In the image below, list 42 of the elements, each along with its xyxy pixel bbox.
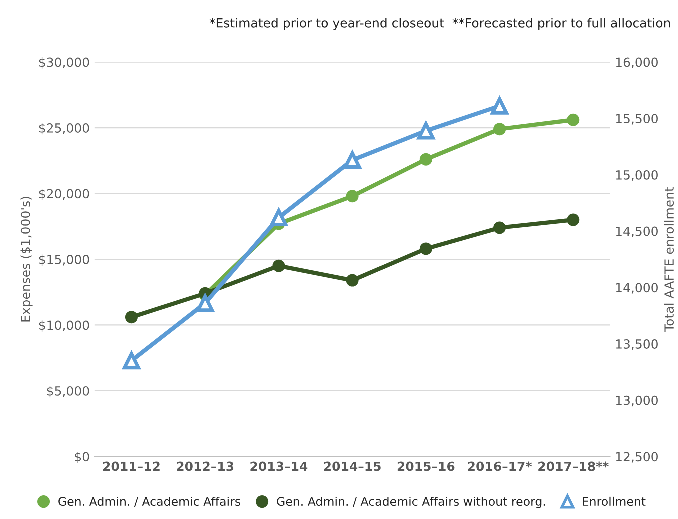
x-tick-label: 2014–15 — [324, 462, 381, 472]
legend-label: Enrollment — [583, 496, 646, 506]
point — [346, 190, 359, 203]
y-tick-label: $20,000 — [39, 189, 90, 200]
point — [420, 153, 432, 166]
point — [420, 242, 432, 256]
point — [125, 311, 138, 324]
point — [272, 260, 286, 272]
point — [567, 114, 580, 126]
point — [344, 152, 362, 170]
text: *Estimated prior to year-end closeout **Forecasted prior to full allocation — [210, 18, 670, 30]
y2-tick-label: 15,500 — [616, 114, 658, 125]
y-tick-label: $0 — [75, 452, 90, 464]
point — [196, 294, 214, 312]
x-tick-label: 2011–12 — [103, 462, 160, 472]
y2-tick-label: 13,000 — [616, 396, 658, 407]
point — [494, 123, 506, 136]
y2-tick-label: 14,000 — [616, 283, 658, 294]
y2-tick-label: 12,500 — [616, 452, 658, 463]
x-tick-label: 2017–18** — [538, 462, 609, 472]
point — [567, 214, 580, 226]
y-tick-label: $5,000 — [47, 386, 90, 398]
legend-label: Gen. Admin. / Academic Affairs — [58, 496, 240, 508]
x-tick-label: 2012–13 — [177, 462, 234, 472]
y-axis-title: Expenses ($1,000's) — [20, 197, 33, 322]
x-tick-label: 2016–17* — [468, 462, 532, 472]
y2-tick-label: 14,500 — [616, 226, 658, 238]
point — [123, 352, 140, 370]
y-tick-label: $15,000 — [39, 254, 90, 266]
y-tick-label: $25,000 — [39, 123, 90, 135]
y-tick-label: $30,000 — [39, 58, 90, 69]
y2-tick-label: 13,500 — [616, 339, 658, 350]
point — [494, 222, 506, 234]
legend-label: Gen. Admin. / Academic Affairs without reorg. — [277, 496, 546, 508]
y2-tick-label: 16,000 — [616, 58, 658, 68]
point — [417, 122, 435, 140]
y2-tick-label: 15,000 — [616, 170, 658, 182]
x-tick-label: 2013–14 — [250, 462, 308, 472]
y-tick-label: $10,000 — [39, 320, 90, 332]
x-tick-label: 2015–16 — [398, 462, 455, 472]
point — [346, 274, 359, 287]
y2-axis-title: Total AAFTE enrollment — [664, 187, 674, 332]
